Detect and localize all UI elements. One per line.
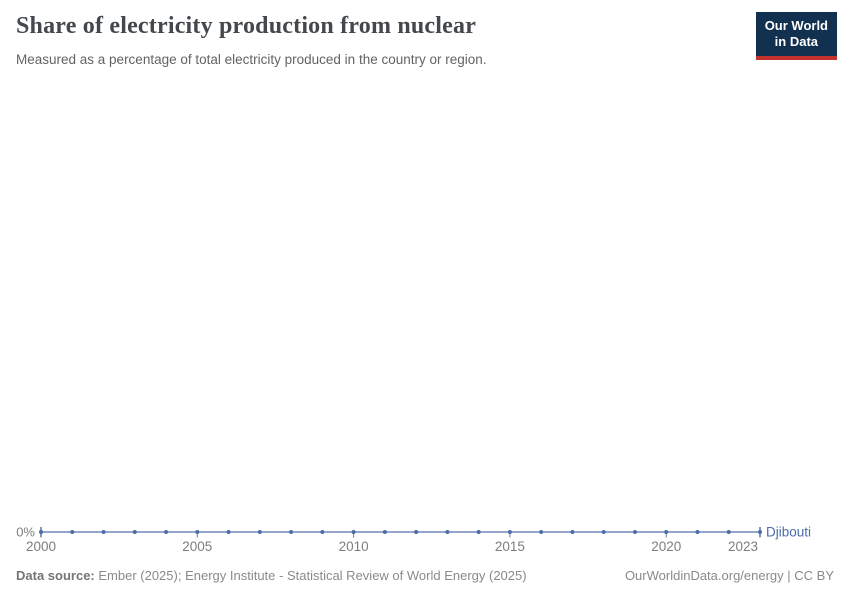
chart-canvas: 0%2000 2005 2010 2015 2020 2023 Djibouti bbox=[16, 525, 811, 555]
data-point bbox=[445, 530, 450, 534]
data-point bbox=[539, 530, 544, 534]
x-axis-tick-label: 2020 bbox=[651, 539, 681, 554]
x-axis-tick-label: 2015 bbox=[495, 539, 525, 554]
series-entity-label[interactable]: Djibouti bbox=[766, 525, 811, 540]
chart-title: Share of electricity production from nuc… bbox=[16, 13, 477, 39]
data-point bbox=[101, 530, 106, 534]
owid-logo-line2: in Data bbox=[774, 34, 819, 50]
data-point bbox=[289, 530, 294, 534]
data-point bbox=[632, 530, 637, 534]
data-point bbox=[257, 530, 262, 534]
data-source-note: Data source: Ember (2025); Energy Instit… bbox=[16, 568, 527, 583]
data-point bbox=[70, 530, 75, 534]
data-point bbox=[476, 530, 481, 534]
data-source-label: Data source: bbox=[16, 568, 95, 583]
data-point bbox=[414, 530, 419, 534]
data-point bbox=[570, 530, 575, 534]
data-point bbox=[320, 530, 325, 534]
owid-logo[interactable]: Our World in Data bbox=[755, 12, 837, 60]
data-point bbox=[164, 530, 169, 534]
data-point bbox=[132, 530, 137, 534]
owid-credit-link[interactable]: OurWorldinData.org/energy | CC BY bbox=[624, 568, 834, 583]
data-point bbox=[726, 530, 731, 534]
chart-subtitle: Measured as a percentage of total electr… bbox=[16, 52, 487, 67]
chart-footer: Data source: Ember (2025); Energy Instit… bbox=[16, 568, 834, 583]
data-point bbox=[382, 530, 387, 534]
x-axis-tick-label: 2023 bbox=[728, 539, 758, 554]
x-axis-tick-label: 2000 bbox=[26, 539, 56, 554]
x-axis-tick-label: 2010 bbox=[339, 539, 369, 554]
data-source-text: Ember (2025); Energy Institute - Statist… bbox=[94, 568, 527, 583]
data-point bbox=[695, 530, 700, 534]
data-point bbox=[226, 530, 231, 534]
data-point bbox=[601, 530, 606, 534]
owid-logo-line1: Our World bbox=[764, 18, 828, 33]
y-axis-tick-label: 0% bbox=[16, 525, 35, 540]
x-axis-tick-label: 2005 bbox=[182, 539, 212, 554]
